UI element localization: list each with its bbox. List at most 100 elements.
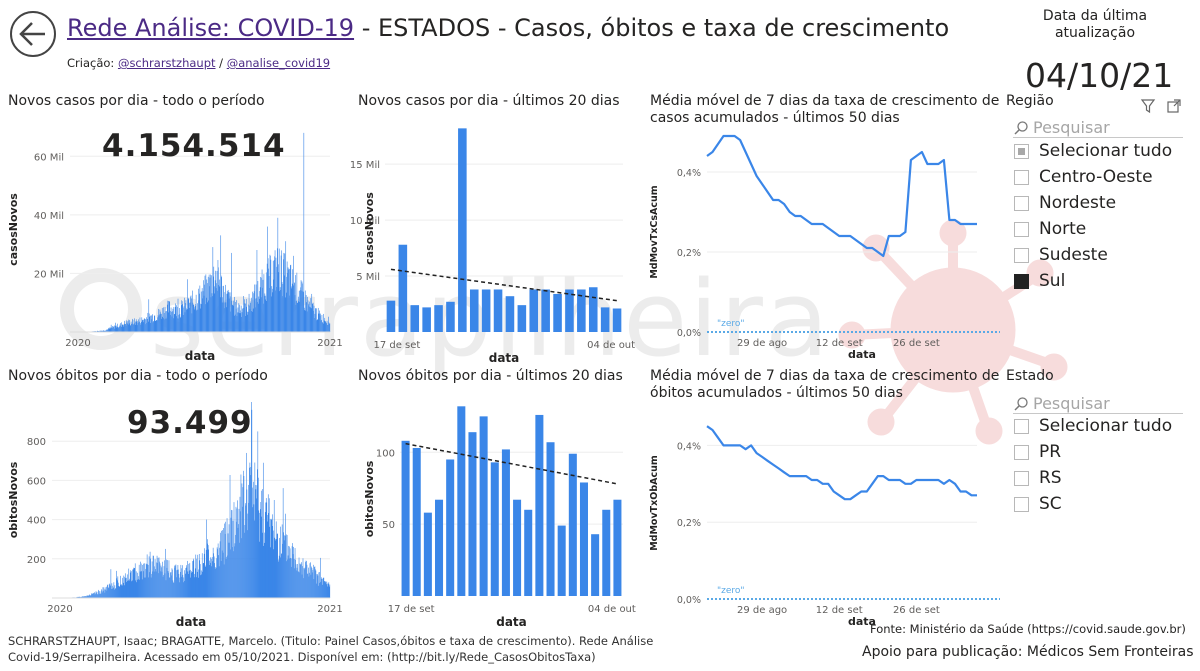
estado-option[interactable]: RS bbox=[1014, 468, 1062, 488]
checkbox[interactable] bbox=[1014, 169, 1029, 185]
filter-icon[interactable] bbox=[1140, 98, 1156, 114]
bar bbox=[85, 596, 86, 598]
chart-deaths-growth[interactable]: 0,0% 0,2% 0,4% "zero" 29 de ago 12 de set 26 d… bbox=[645, 403, 1000, 631]
bar bbox=[186, 565, 187, 598]
checkbox[interactable] bbox=[1014, 418, 1029, 434]
checkbox[interactable] bbox=[1014, 496, 1029, 512]
credit-link-schrarstzhaupt[interactable]: @schrarstzhaupt bbox=[117, 56, 216, 70]
bar bbox=[246, 306, 248, 332]
bar bbox=[189, 302, 190, 332]
bar bbox=[261, 516, 263, 598]
bar bbox=[127, 323, 128, 332]
chart-cases-20d[interactable]: 5 Mil 10 Mil 15 Mil 17 de set 04 de out data c… bbox=[345, 115, 645, 367]
bar bbox=[223, 564, 225, 598]
bar bbox=[134, 318, 135, 332]
chart-title-cases-growth-line2: casos acumulados - últimos 50 dias bbox=[650, 110, 900, 126]
bar bbox=[237, 500, 238, 598]
bar bbox=[122, 582, 124, 598]
chart-cases-all[interactable]: 20 Mil 40 Mil 60 Mil 2020 2021 data casosNovos bbox=[0, 115, 345, 367]
bar bbox=[259, 512, 261, 598]
checkbox[interactable] bbox=[1014, 470, 1029, 486]
estado-option[interactable]: SC bbox=[1014, 494, 1062, 514]
bar bbox=[117, 328, 119, 332]
bar bbox=[238, 508, 240, 598]
back-button[interactable] bbox=[10, 11, 56, 57]
bar bbox=[325, 321, 326, 332]
bar bbox=[147, 318, 148, 332]
bar bbox=[291, 288, 293, 332]
regiao-option[interactable]: Sul bbox=[1014, 271, 1065, 291]
regiao-option[interactable]: Selecionar tudo bbox=[1014, 141, 1172, 161]
bar bbox=[322, 322, 323, 332]
bar bbox=[613, 499, 622, 596]
bar bbox=[469, 289, 479, 332]
bar bbox=[233, 300, 235, 332]
bar bbox=[140, 563, 142, 598]
bar bbox=[268, 513, 270, 598]
bar bbox=[283, 259, 284, 332]
estado-option[interactable]: PR bbox=[1014, 442, 1061, 462]
bar bbox=[158, 308, 159, 332]
slicer-estado-search[interactable]: Pesquisar bbox=[1013, 394, 1183, 414]
title-link[interactable]: Rede Análise: COVID-19 bbox=[67, 14, 355, 42]
bar bbox=[312, 569, 314, 598]
bar bbox=[479, 416, 488, 596]
checkbox[interactable] bbox=[1014, 221, 1029, 237]
checkbox[interactable] bbox=[1014, 247, 1029, 263]
bar bbox=[171, 568, 173, 598]
x-tick-label: 12 de set bbox=[816, 338, 863, 349]
regiao-option[interactable]: Sudeste bbox=[1014, 245, 1108, 265]
bar bbox=[329, 586, 330, 598]
bar bbox=[93, 593, 94, 598]
bar bbox=[187, 297, 189, 332]
regiao-option[interactable]: Nordeste bbox=[1014, 193, 1116, 213]
bar bbox=[311, 293, 313, 332]
checkbox[interactable] bbox=[1014, 195, 1029, 211]
focus-mode-icon[interactable] bbox=[1166, 98, 1182, 114]
bar bbox=[316, 308, 317, 332]
bar bbox=[149, 316, 150, 332]
bar bbox=[279, 287, 281, 332]
slicer-regiao-search[interactable]: Pesquisar bbox=[1013, 118, 1183, 138]
bar bbox=[311, 567, 313, 598]
bar bbox=[95, 591, 97, 598]
credit-link-analise-covid19[interactable]: @analise_covid19 bbox=[226, 56, 331, 70]
bar bbox=[307, 300, 309, 332]
checkbox[interactable] bbox=[1014, 143, 1029, 159]
y-tick-label: 400 bbox=[27, 516, 46, 527]
chart-deaths-20d[interactable]: 50 100 17 de set 04 de out data obitosNovos bbox=[345, 390, 645, 630]
estado-option[interactable]: Selecionar tudo bbox=[1014, 416, 1172, 436]
bar bbox=[234, 546, 235, 598]
bar bbox=[143, 318, 145, 332]
bar bbox=[118, 326, 120, 332]
x-tick-label: 12 de set bbox=[816, 605, 863, 616]
regiao-option[interactable]: Norte bbox=[1014, 219, 1086, 239]
chart-cases-growth[interactable]: 0,0% 0,2% 0,4% "zero" 29 de ago 12 de set 26 d… bbox=[645, 128, 1000, 368]
bar bbox=[150, 315, 151, 332]
bar bbox=[146, 322, 148, 332]
bar bbox=[322, 584, 323, 598]
bar bbox=[148, 299, 150, 332]
bar bbox=[292, 269, 293, 332]
bar bbox=[109, 328, 111, 332]
total-cases: 4.154.514 bbox=[102, 128, 286, 164]
bar bbox=[279, 557, 281, 598]
bar bbox=[207, 302, 209, 332]
checkbox[interactable] bbox=[1014, 444, 1029, 460]
chart-deaths-all[interactable]: 200 400 600 800 2020 2021 data obitosNovos bbox=[0, 390, 345, 630]
bar bbox=[238, 524, 239, 598]
bar bbox=[300, 564, 301, 598]
bar bbox=[228, 542, 229, 598]
bar bbox=[107, 329, 108, 332]
bar bbox=[143, 563, 144, 598]
bar bbox=[553, 293, 562, 332]
bar bbox=[161, 567, 162, 598]
bar bbox=[106, 329, 107, 332]
bar bbox=[256, 298, 257, 332]
bar bbox=[209, 277, 211, 332]
bar bbox=[313, 564, 314, 598]
regiao-option[interactable]: Centro-Oeste bbox=[1014, 167, 1153, 187]
checkbox[interactable] bbox=[1014, 273, 1029, 289]
bar bbox=[216, 558, 217, 598]
bar bbox=[308, 305, 309, 332]
